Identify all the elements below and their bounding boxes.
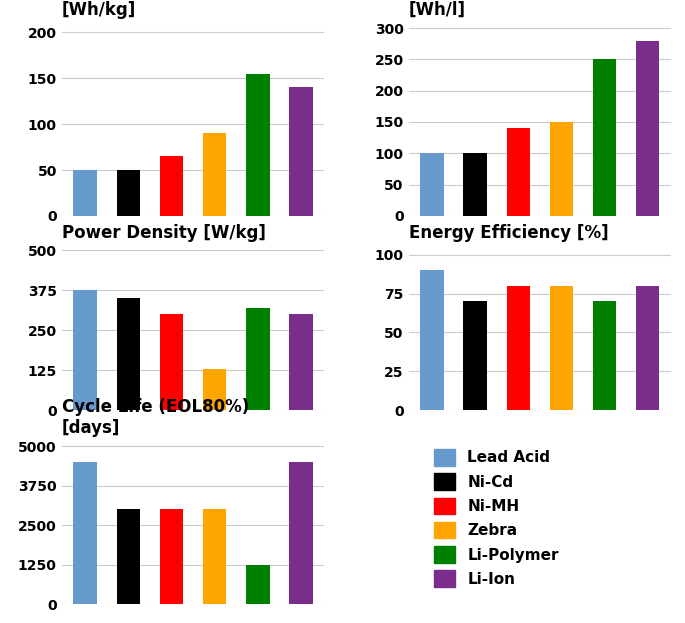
Bar — [116, 510, 140, 604]
Bar — [289, 462, 312, 604]
Text: Energy Efficiency [%]: Energy Efficiency [%] — [408, 224, 608, 242]
Text: Power Density [W/kg]: Power Density [W/kg] — [62, 224, 266, 242]
Bar — [246, 308, 269, 410]
Bar — [421, 270, 444, 410]
Bar — [289, 87, 312, 216]
Text: Weight Energy Density
[Wh/kg]: Weight Energy Density [Wh/kg] — [62, 0, 276, 19]
Text: Volume Energy Density
[Wh/l]: Volume Energy Density [Wh/l] — [408, 0, 626, 19]
Bar — [73, 170, 97, 216]
Bar — [464, 302, 487, 410]
Bar — [464, 153, 487, 216]
Bar — [593, 59, 616, 216]
Bar — [73, 462, 97, 604]
Bar — [73, 290, 97, 410]
Bar — [636, 40, 660, 216]
Bar — [289, 315, 312, 410]
Bar — [116, 298, 140, 410]
Bar — [506, 128, 530, 216]
Bar — [246, 565, 269, 604]
Bar — [116, 170, 140, 216]
Bar — [203, 510, 227, 604]
Bar — [593, 302, 616, 410]
Text: Cycle Life (EOL80%)
[days]: Cycle Life (EOL80%) [days] — [62, 398, 249, 437]
Bar — [421, 153, 444, 216]
Bar — [160, 156, 184, 216]
Legend: Lead Acid, Ni-Cd, Ni-MH, Zebra, Li-Polymer, Li-Ion: Lead Acid, Ni-Cd, Ni-MH, Zebra, Li-Polym… — [429, 444, 564, 592]
Bar — [549, 286, 573, 410]
Bar — [549, 122, 573, 216]
Bar — [160, 510, 184, 604]
Bar — [203, 133, 227, 216]
Bar — [160, 315, 184, 410]
Bar — [246, 74, 269, 216]
Bar — [506, 286, 530, 410]
Bar — [636, 286, 660, 410]
Bar — [203, 369, 227, 410]
